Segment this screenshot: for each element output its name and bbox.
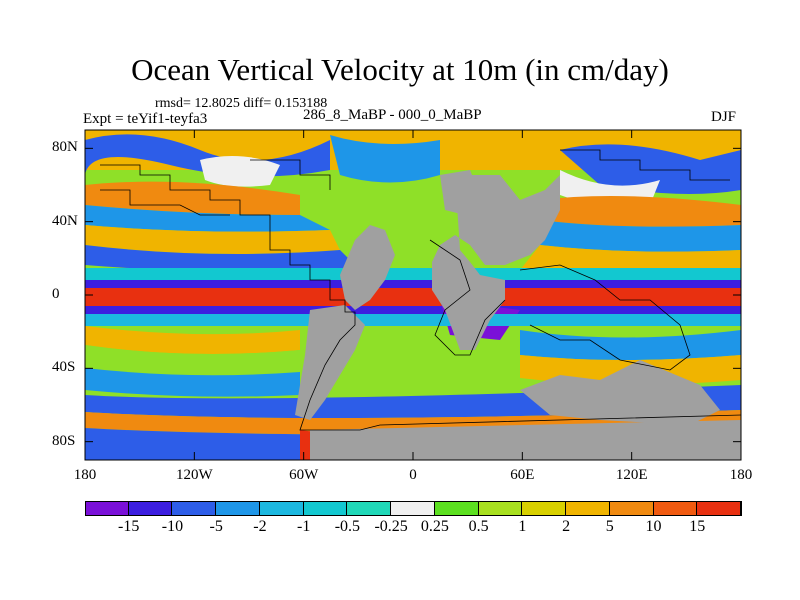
field-patch (85, 280, 741, 288)
land-masses (295, 170, 741, 460)
season-label: DJF (711, 109, 737, 125)
map-field (85, 130, 741, 460)
x-tick-label: 120W (175, 467, 213, 483)
x-tick-label: 120E (615, 467, 648, 483)
coastline-arctic (560, 149, 730, 181)
colorbar-level-label: -5 (209, 518, 223, 535)
field-patch (85, 225, 340, 254)
run-label: 286_8_MaBP - 000_0_MaBP (303, 107, 482, 123)
colorbar-swatch (216, 501, 260, 515)
y-tick-label: 40N (52, 212, 78, 229)
field-patch (540, 220, 741, 252)
coastline-canada (250, 159, 331, 190)
x-tick-label: 180 (729, 467, 753, 483)
colorbar-level-label: -15 (118, 518, 140, 535)
colorbar-level-label: -2 (253, 518, 267, 535)
experiment-label: Expt = teYif1-teyfa3 (83, 111, 208, 127)
y-tick-label: 80N (52, 139, 78, 156)
y-tick-label: 80S (52, 432, 76, 449)
stats-label: rmsd= 12.8025 diff= 0.153188 (155, 96, 328, 111)
colorbar-level-label: -0.25 (374, 518, 408, 535)
colorbar-swatch (478, 501, 523, 515)
colorbar-level-label: 0.5 (468, 518, 489, 535)
field-patch (520, 245, 741, 275)
colorbar-level-label: 10 (645, 518, 662, 535)
colorbar-swatch (347, 501, 392, 515)
land-americas-north (340, 225, 395, 310)
x-tick-label: 60E (510, 467, 535, 483)
field-patch (85, 345, 300, 376)
field-patch (520, 330, 741, 360)
colorbar-level-label: 15 (689, 518, 706, 535)
land-antarctica (310, 420, 741, 460)
field-patch (85, 326, 300, 354)
coastline-asia (519, 264, 691, 371)
axis-ticks (84, 130, 742, 460)
colorbar-level-label: -0.5 (334, 518, 361, 535)
colorbar-swatch (259, 501, 304, 515)
colorbar-level-label: 5 (605, 518, 614, 535)
colorbar-swatch (172, 501, 217, 515)
land-greenland (440, 170, 480, 215)
colorbar-level-label: 0.25 (420, 518, 449, 535)
colorbar-level-label: -10 (161, 518, 184, 535)
colorbar-swatch (697, 501, 741, 515)
colorbar-swatch (609, 501, 654, 515)
colorbar-level-label: 2 (562, 518, 571, 535)
colorbar-swatch (653, 501, 698, 515)
coastline-africa (429, 239, 506, 356)
colorbar (85, 501, 741, 515)
field-patch (85, 368, 300, 397)
colorbar-swatch (391, 501, 435, 515)
land-southern (520, 360, 720, 425)
field-patch (560, 144, 741, 194)
colorbar-swatch (522, 501, 567, 515)
field-patch (540, 196, 741, 227)
colorbar-swatch (85, 501, 129, 515)
field-patch (85, 306, 741, 314)
y-tick-label: 40S (52, 359, 76, 376)
x-tick-label: 60W (289, 467, 319, 483)
equatorial-upwelling (85, 288, 741, 306)
colorbar-swatch (566, 501, 610, 515)
colorbar-level-label: 1 (518, 518, 527, 535)
field-patch (85, 268, 741, 280)
coastlines (100, 149, 741, 431)
x-tick-label: 0 (409, 467, 417, 483)
field-patch (85, 314, 741, 326)
coastline-north (100, 189, 230, 216)
land-americas-south (295, 305, 365, 420)
field-patch (330, 135, 440, 183)
colorbar-swatch (303, 501, 348, 515)
colorbar-swatch (434, 501, 479, 515)
land-eurasia-africa (432, 175, 560, 350)
colorbar-level-label: -1 (296, 518, 311, 535)
colorbar-swatch (128, 501, 173, 515)
map-title: Ocean Vertical Velocity at 10m (in cm/da… (131, 52, 669, 87)
field-patch (85, 205, 330, 232)
x-tick-label: 180 (73, 467, 97, 483)
y-tick-label: 0 (52, 286, 60, 302)
colorbar-frame (85, 501, 742, 516)
field-patch (200, 156, 280, 187)
coastline-americas (100, 164, 741, 431)
field-patch (85, 181, 300, 215)
